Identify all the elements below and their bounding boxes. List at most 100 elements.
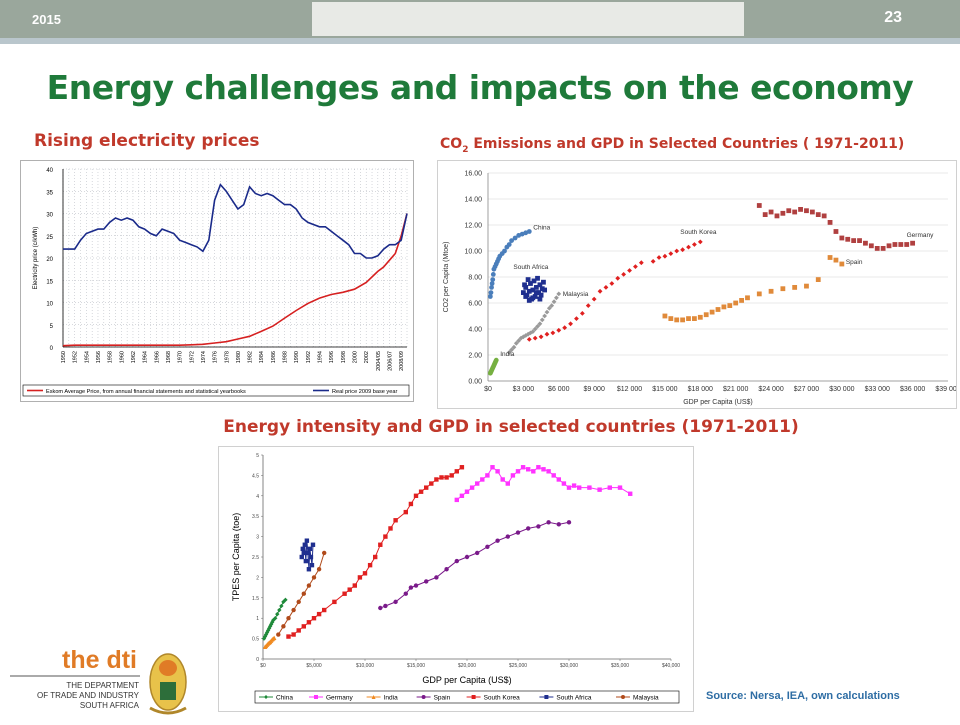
data-point-south-korea <box>439 475 444 480</box>
data-point-malaysia <box>525 331 531 337</box>
data-point-germany <box>454 497 459 503</box>
data-point-south-korea <box>322 607 327 613</box>
data-point-spain <box>434 575 439 580</box>
y-axis-label: CO2 per Capita (Mtoe) <box>443 242 450 313</box>
dti-logo-line2: OF TRADE AND INDUSTRY <box>37 691 140 700</box>
data-point-south-africa <box>305 550 311 556</box>
data-point-south-africa <box>538 292 544 298</box>
data-point-china <box>509 238 514 243</box>
data-point-south-korea <box>526 337 532 342</box>
data-point-germany <box>827 220 833 225</box>
data-point-south-africa <box>525 277 531 282</box>
x-tick-label: $40,000 <box>662 663 680 669</box>
data-point-south-korea <box>615 275 621 281</box>
data-point-spain <box>680 317 686 323</box>
y-tick-label: 0.5 <box>252 637 259 643</box>
data-point-china <box>277 607 282 613</box>
x-tick-label: 1998 <box>341 351 347 363</box>
x-tick-label: 2000 <box>353 351 359 363</box>
data-point-south-africa <box>530 295 536 301</box>
data-point-south-korea <box>316 611 322 617</box>
y-tick-label: 20 <box>46 257 53 263</box>
x-tick-label: $30,000 <box>560 663 578 669</box>
data-point-south-korea <box>306 620 312 625</box>
data-point-germany <box>756 203 762 208</box>
data-point-south-africa <box>306 567 312 572</box>
data-point-south-korea <box>383 534 388 539</box>
data-point-spain <box>475 550 480 556</box>
data-point-south-korea <box>556 327 562 333</box>
series-line-south-korea <box>288 466 463 638</box>
chart1-panel: 0 5 10 15 20 25 30 35 40 Electricity price (c/kWh… <box>20 160 414 402</box>
data-point-germany <box>762 212 768 217</box>
data-point-spain <box>692 316 697 321</box>
data-point-south-korea <box>403 509 408 515</box>
x-tick-label: 1984 <box>259 351 265 363</box>
x-tick-label: $15 000 <box>652 386 677 393</box>
y-tick-label: 10.00 <box>464 249 482 256</box>
data-point-germany <box>892 242 898 247</box>
series-line-malaysia <box>277 552 325 635</box>
x-tick-label: 1994 <box>318 351 324 363</box>
data-point-south-korea <box>662 253 668 259</box>
data-point-china <box>275 611 280 617</box>
data-point-south-korea <box>429 481 434 486</box>
y-tick-label: 6.00 <box>468 301 482 308</box>
data-point-south-korea <box>633 264 638 269</box>
data-point-malaysia <box>546 305 552 311</box>
legend-label-germany: Germany <box>326 695 353 702</box>
chart3-heading: Energy intensity and GPD in selected cou… <box>223 417 799 437</box>
x-tick-label: 1992 <box>306 351 312 363</box>
x-tick-label: $27 000 <box>794 386 819 393</box>
y-tick-label: 25 <box>46 235 53 241</box>
data-point-germany <box>857 238 862 243</box>
x-tick-label: 1990 <box>294 351 300 363</box>
data-point-south-africa <box>530 287 536 293</box>
data-point-germany <box>561 481 567 486</box>
chart2-heading: CO2 Emissions and GPD in Selected Countr… <box>440 136 904 155</box>
legend-label-real-price: Real price 2009 base year <box>332 389 397 395</box>
data-point-germany <box>480 477 485 482</box>
x-tick-label: $3 000 <box>513 386 535 393</box>
chart3-panel: 0 0.5 1 1.5 2 2.5 3 3.5 4 4.5 5 $0 $5,000 $10,000 $15,… <box>218 446 694 712</box>
chart2-heading-subscript: 2 <box>462 144 469 155</box>
data-point-spain <box>756 291 762 297</box>
data-point-germany <box>628 491 633 496</box>
data-point-malaysia <box>509 347 514 353</box>
data-point-malaysia <box>301 591 306 596</box>
data-point-china <box>512 235 518 241</box>
data-point-south-korea <box>378 542 383 547</box>
data-point-spain <box>686 316 691 321</box>
legend-label-china: China <box>276 695 293 702</box>
data-point-malaysia <box>306 583 312 588</box>
data-point-malaysia <box>542 313 548 319</box>
data-point-germany <box>464 489 470 494</box>
series-line-real-price-2009-base-year <box>63 183 408 259</box>
data-point-germany <box>531 469 536 474</box>
x-axis-label: GDP per Capita (US$) <box>422 675 511 685</box>
data-point-spain <box>505 534 510 539</box>
data-point-germany <box>510 473 516 478</box>
data-point-south-korea <box>301 624 306 629</box>
x-tick-label: 1964 <box>143 351 149 363</box>
x-tick-label: 2002 <box>364 351 370 363</box>
data-point-spain <box>408 585 414 590</box>
series-label-china: China <box>533 225 550 232</box>
data-point-south-korea <box>668 251 674 256</box>
data-point-germany <box>904 242 910 247</box>
data-point-spain <box>768 288 774 294</box>
data-point-germany <box>863 240 868 246</box>
data-point-south-korea <box>424 485 429 490</box>
series-line-spain <box>380 521 570 609</box>
data-point-south-korea <box>454 469 459 474</box>
data-point-south-africa <box>310 542 316 547</box>
data-point-south-africa <box>533 290 539 295</box>
data-point-south-africa <box>537 296 543 302</box>
data-point-china <box>490 277 496 282</box>
data-point-germany <box>505 481 510 486</box>
data-point-malaysia <box>322 550 327 556</box>
data-point-south-korea <box>544 331 550 337</box>
data-point-south-korea <box>286 634 291 639</box>
x-tick-label: $39 000 <box>935 386 956 393</box>
data-point-south-korea <box>449 473 454 478</box>
